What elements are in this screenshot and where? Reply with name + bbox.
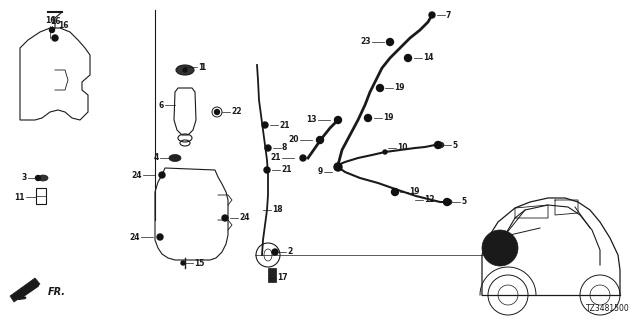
Circle shape [49,28,54,33]
Circle shape [365,115,371,122]
Circle shape [387,38,394,45]
Text: 1: 1 [198,62,204,71]
Text: 11: 11 [15,193,25,202]
Text: 13: 13 [307,116,317,124]
Circle shape [335,116,342,124]
Circle shape [444,198,451,205]
Circle shape [482,230,518,266]
Text: 3: 3 [22,173,27,182]
Text: 16: 16 [58,21,68,30]
Text: 15: 15 [194,259,204,268]
Text: 24: 24 [239,213,250,222]
Text: 1: 1 [200,62,205,71]
Text: 5: 5 [461,197,466,206]
Circle shape [214,109,220,115]
Text: 24: 24 [131,171,142,180]
Ellipse shape [169,155,181,162]
Text: 7: 7 [446,11,451,20]
Circle shape [272,249,278,255]
Circle shape [383,150,387,154]
Circle shape [317,137,323,143]
Text: 24: 24 [129,233,140,242]
Text: 21: 21 [279,121,289,130]
Text: 14: 14 [423,53,433,62]
Ellipse shape [176,65,194,75]
Text: 22: 22 [231,108,241,116]
Circle shape [35,175,40,180]
Circle shape [183,68,187,72]
Circle shape [265,145,271,151]
Text: 16: 16 [50,18,60,27]
Ellipse shape [436,142,444,148]
Ellipse shape [38,175,48,181]
Text: 23: 23 [360,37,371,46]
Text: 8: 8 [282,143,287,153]
Circle shape [52,35,58,41]
Text: 19: 19 [394,84,404,92]
Ellipse shape [444,199,452,205]
Circle shape [157,234,163,240]
Circle shape [262,122,268,128]
Circle shape [435,141,442,148]
Text: 4: 4 [154,154,159,163]
Circle shape [264,167,270,173]
Text: FR.: FR. [48,287,66,297]
Circle shape [404,54,412,61]
Text: 5: 5 [452,140,457,149]
Text: 10: 10 [397,143,408,153]
Circle shape [334,163,342,171]
Circle shape [429,12,435,18]
Text: 21: 21 [281,165,291,174]
Circle shape [376,84,383,92]
Text: 18: 18 [272,205,283,214]
Text: 9: 9 [317,167,323,177]
Circle shape [300,155,306,161]
Circle shape [222,215,228,221]
Text: 19: 19 [383,114,394,123]
Text: 20: 20 [289,135,299,145]
Text: 6: 6 [159,100,164,109]
Circle shape [392,188,399,196]
Text: 12: 12 [424,196,435,204]
Text: 16: 16 [45,16,55,25]
Text: 17: 17 [277,274,287,283]
Text: 19: 19 [409,188,419,196]
Text: 2: 2 [287,247,292,257]
Bar [36,188,46,204]
Circle shape [181,261,185,265]
Text: TZ3481500: TZ3481500 [586,304,630,313]
Bar [268,268,276,282]
Text: 21: 21 [271,154,281,163]
Circle shape [159,172,165,178]
Polygon shape [10,278,40,302]
